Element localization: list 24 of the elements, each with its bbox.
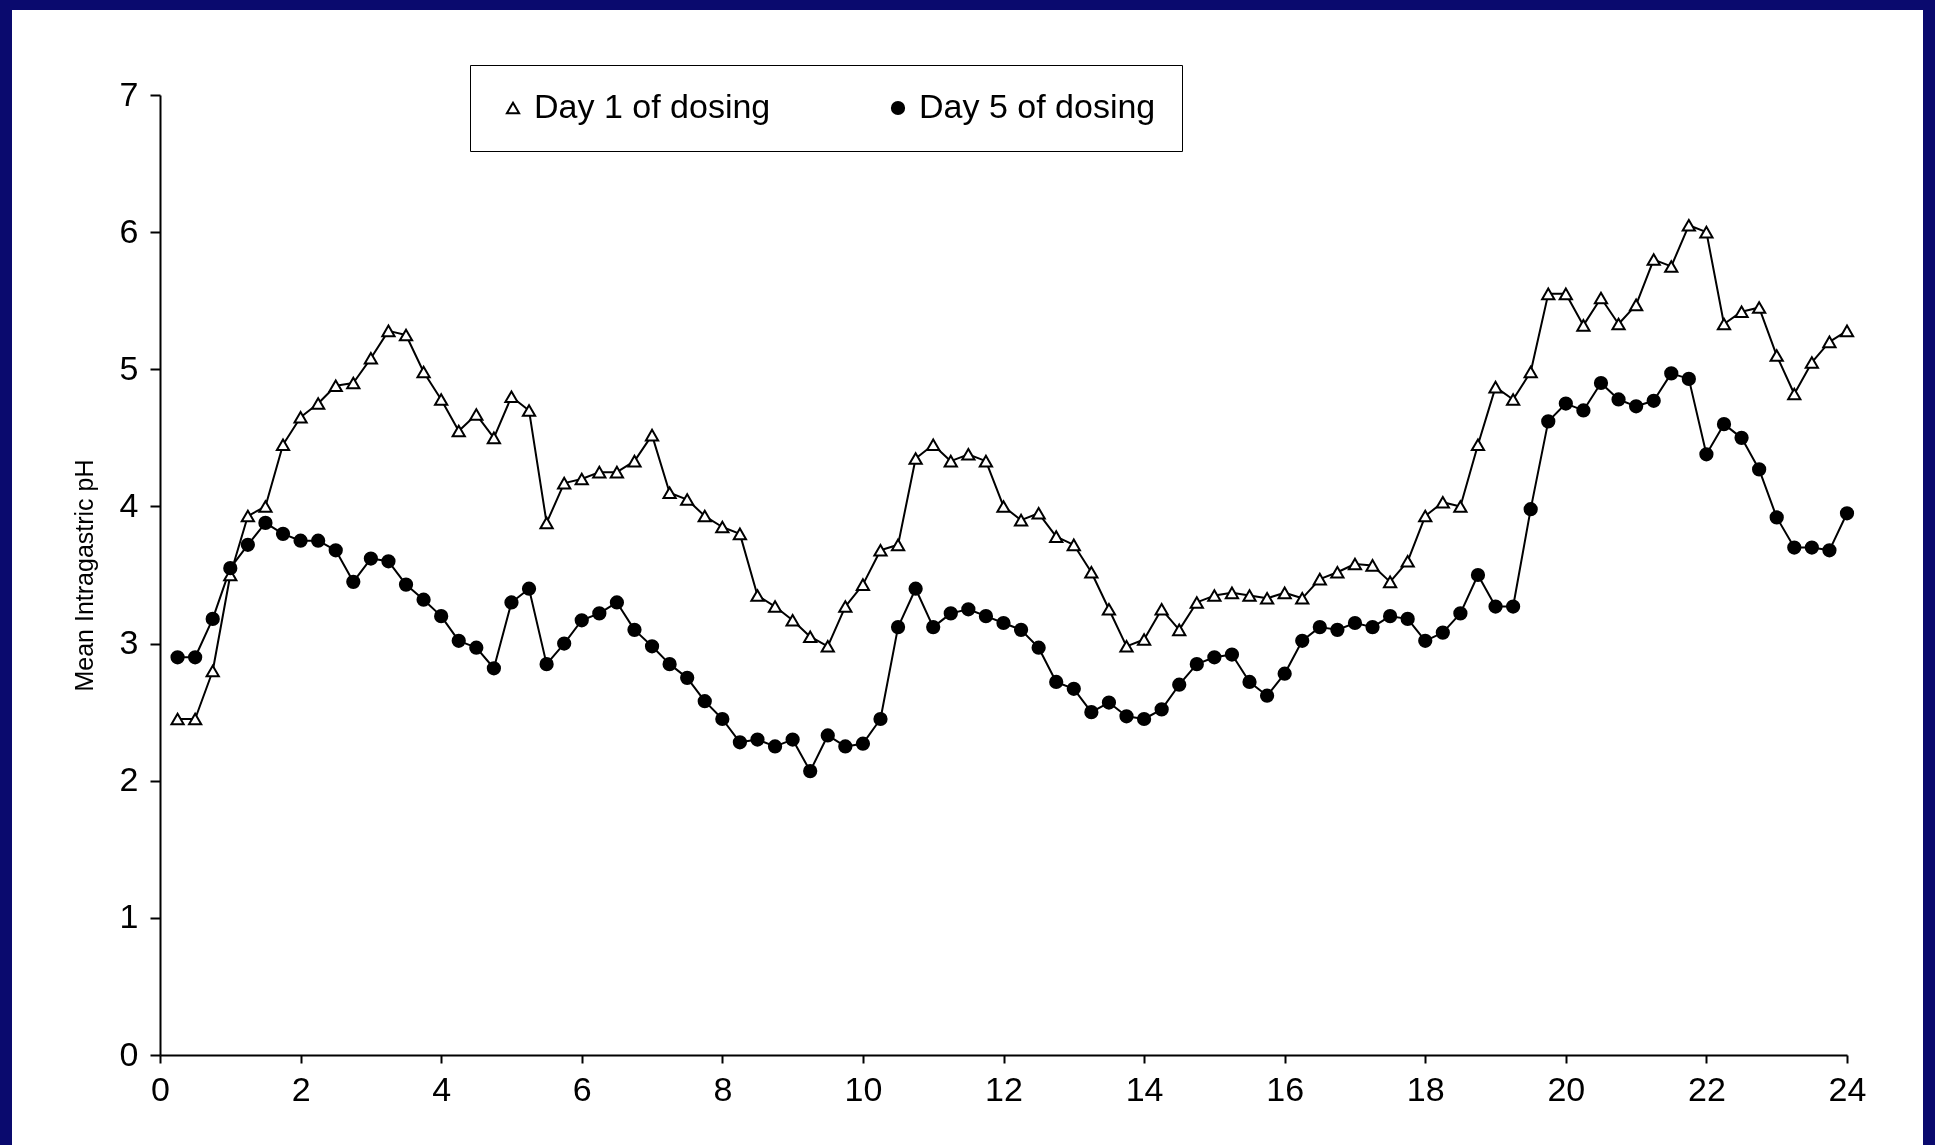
x-tick-label: 14 <box>1125 1069 1164 1108</box>
x-tick-label: 24 <box>1828 1069 1867 1108</box>
x-tick-label: 12 <box>985 1069 1023 1108</box>
x-tick-label: 20 <box>1547 1069 1586 1108</box>
x-tick-label: 10 <box>844 1069 883 1108</box>
y-tick-label: 0 <box>119 1034 139 1073</box>
y-tick-label: 3 <box>119 623 139 662</box>
x-tick-label: 22 <box>1688 1069 1726 1108</box>
y-tick-label: 5 <box>119 348 139 387</box>
y-tick-label: 1 <box>119 897 139 936</box>
x-tick-label: 4 <box>432 1069 452 1108</box>
legend-label: Day 1 of dosing <box>534 87 771 125</box>
x-tick-label: 6 <box>572 1069 592 1108</box>
x-tick-label: 0 <box>151 1069 170 1108</box>
legend-label: Day 5 of dosing <box>919 87 1156 125</box>
x-tick-label: 2 <box>291 1069 311 1108</box>
y-tick-label: 7 <box>119 74 139 113</box>
x-tick-label: 18 <box>1406 1069 1445 1108</box>
y-tick-label: 4 <box>119 485 139 524</box>
y-tick-label: 2 <box>119 760 139 799</box>
y-axis-title: Mean Intragastric pH <box>69 459 98 692</box>
x-tick-label: 8 <box>713 1069 733 1108</box>
y-tick-label: 6 <box>119 211 139 250</box>
x-tick-label: 16 <box>1266 1069 1305 1108</box>
